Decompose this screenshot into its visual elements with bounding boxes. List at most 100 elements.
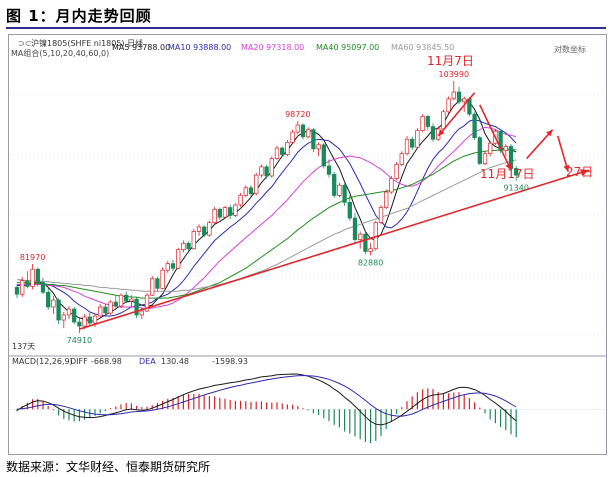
diff-value: -668.98 — [91, 357, 122, 366]
candle-body — [51, 299, 56, 308]
candle-body — [363, 233, 368, 252]
dea-line — [16, 374, 517, 417]
macd-value: -1598.93 — [212, 357, 248, 366]
candle-body — [451, 91, 456, 100]
candle-body — [61, 314, 66, 321]
candle-body — [248, 187, 254, 195]
candle-body — [358, 233, 363, 240]
candle-body — [384, 191, 389, 208]
swing-arrow-down — [479, 104, 512, 171]
candle-body — [306, 129, 311, 138]
chart-header: 沪镍1805(SHFE ni1805) 日线 — [31, 38, 143, 48]
candle-body — [35, 268, 40, 283]
candle-body — [243, 187, 248, 196]
candle-body — [269, 158, 274, 177]
candle-body — [238, 195, 243, 206]
candle-body — [332, 173, 337, 196]
candle-body — [124, 294, 129, 302]
candle-body — [399, 153, 404, 165]
candle-body — [337, 184, 342, 196]
annotation-nov-7: 11月7日 — [427, 54, 474, 68]
price-extreme-label: 82880 — [358, 258, 383, 267]
candle-body — [326, 165, 332, 175]
candle-body — [410, 138, 415, 148]
candle-body — [66, 308, 72, 316]
swing-arrow-up — [437, 92, 476, 137]
support-trendline — [79, 169, 590, 330]
candle-body — [404, 138, 410, 155]
candle-body — [196, 226, 202, 232]
candle-body — [103, 306, 108, 314]
candle-body — [420, 116, 425, 131]
candle-body — [134, 298, 139, 316]
candle-body — [150, 278, 155, 296]
candle-body — [488, 142, 493, 155]
candle-body — [144, 294, 150, 312]
log-scale-label: 对数坐标 — [554, 44, 586, 54]
title-underline — [6, 27, 606, 29]
candle-body — [316, 144, 321, 150]
candle-body — [186, 242, 191, 250]
price-extreme-label: 74910 — [67, 336, 92, 345]
candle-body — [139, 310, 144, 316]
candle-body — [155, 278, 160, 289]
candle-body — [202, 226, 207, 236]
price-extreme-label: 81970 — [20, 253, 45, 262]
candle-body — [108, 301, 113, 314]
candle-body — [40, 282, 46, 293]
candle-body — [254, 174, 259, 195]
candle-body — [212, 208, 217, 223]
candle-body — [56, 299, 61, 321]
ma-line-ma40 — [17, 149, 517, 299]
dea-label: DEA — [139, 357, 156, 366]
candle-body — [472, 113, 477, 138]
candle-body — [98, 306, 103, 317]
trend-layer — [79, 92, 590, 330]
candle-body — [415, 130, 420, 148]
price-extreme-label: 98720 — [285, 110, 310, 119]
candle-body — [92, 315, 98, 324]
swing-arrow-down-head — [505, 163, 512, 171]
ma-readout-ma5: MA5 93788.00 — [112, 43, 170, 52]
figure-source: 数据来源：文华财经、恒泰期货研究所 — [6, 460, 211, 474]
candle-body — [462, 98, 467, 103]
candle-body — [352, 217, 358, 240]
candle-body — [259, 166, 264, 176]
annotation-nov-17: 11月17日 — [480, 167, 535, 181]
figure-title: 图 1：月内走势回顾 — [6, 7, 152, 25]
candle-body — [160, 269, 165, 289]
candle-body — [176, 249, 181, 269]
candle-body — [342, 184, 347, 203]
candle-body — [14, 287, 20, 295]
ma-line-ma10 — [17, 118, 517, 317]
day-count-label: 137天 — [12, 342, 35, 351]
candle-body — [430, 126, 436, 140]
candle-body — [233, 204, 238, 216]
candle-body — [170, 263, 176, 269]
candle-body — [280, 147, 285, 155]
candle-body — [25, 280, 30, 287]
trendline-arrowhead — [580, 169, 589, 176]
candle-body — [446, 98, 451, 113]
macd-layer — [16, 373, 517, 443]
candle-body — [274, 147, 280, 159]
swing-arrow-rebound-head — [546, 129, 553, 137]
candle-body — [456, 91, 462, 103]
candle-body — [217, 208, 222, 218]
candle-body — [389, 178, 394, 193]
candle-body — [87, 316, 92, 324]
candle-body — [477, 137, 482, 164]
price-extreme-label: 103990 — [439, 70, 470, 79]
candle-body — [222, 207, 228, 218]
candle-body — [207, 222, 212, 236]
grid-layer — [9, 94, 606, 410]
candle-body — [321, 144, 326, 167]
candle-body — [482, 153, 488, 164]
candle-body — [514, 168, 519, 176]
candle-body — [285, 142, 290, 155]
ma-readout-ma60: MA60 93845.50 — [391, 43, 454, 52]
ma-readout-ma40: MA40 95097.00 — [316, 43, 379, 52]
ma-line-ma20 — [17, 126, 517, 310]
candle-body — [165, 263, 170, 271]
